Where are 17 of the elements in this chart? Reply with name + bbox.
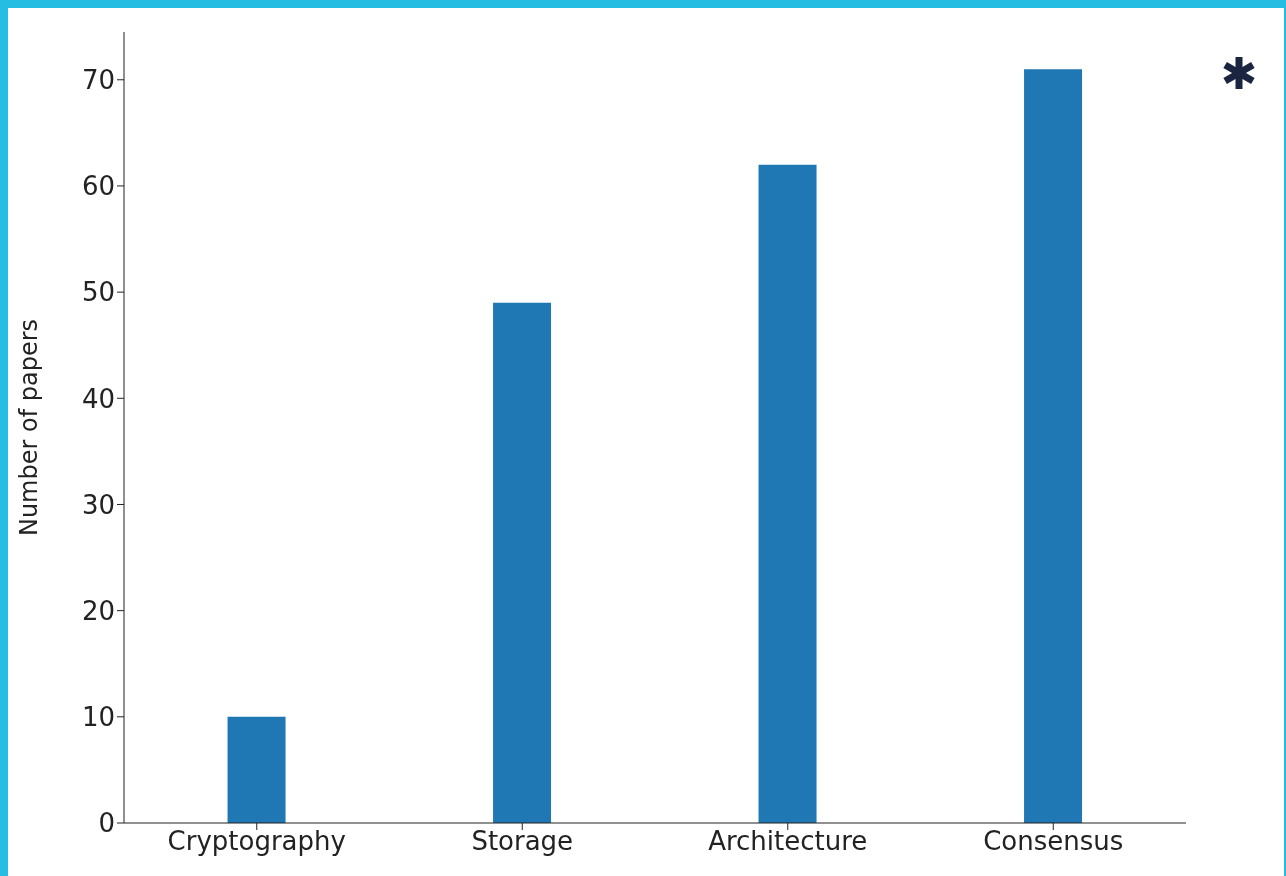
y-tick-label: 40 — [81, 383, 115, 414]
x-tick-label: Storage — [471, 826, 574, 857]
bar — [1024, 69, 1083, 823]
y-tick-label: 0 — [98, 808, 115, 839]
y-tick-label: 60 — [81, 171, 115, 202]
y-tick-label: 50 — [81, 277, 115, 308]
y-tick-label: 30 — [81, 489, 115, 520]
x-tick-label: Consensus — [983, 826, 1124, 857]
x-tick-label: Cryptography — [167, 826, 346, 857]
y-tick-label: 10 — [81, 702, 115, 733]
bar — [758, 164, 817, 823]
y-axis-title: Number of papers — [14, 318, 43, 537]
bar — [227, 716, 286, 823]
y-tick-label: 70 — [81, 65, 115, 96]
y-tick-label: 20 — [81, 595, 115, 626]
bar — [493, 302, 552, 823]
x-tick-label: Architecture — [708, 826, 868, 857]
